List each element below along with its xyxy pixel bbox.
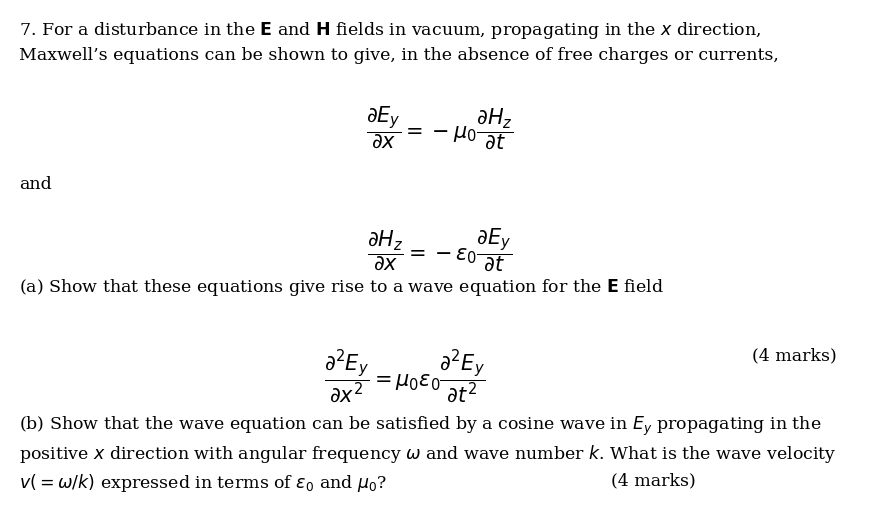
Text: $\dfrac{\partial E_y}{\partial x} = -\mu_0 \dfrac{\partial H_z}{\partial t}$: $\dfrac{\partial E_y}{\partial x} = -\mu… <box>365 104 513 152</box>
Text: (a) Show that these equations give rise to a wave equation for the $\mathbf{E}$ : (a) Show that these equations give rise … <box>19 277 664 298</box>
Text: $\dfrac{\partial^2 E_y}{\partial x^2} = \mu_0\epsilon_0 \dfrac{\partial^2 E_y}{\: $\dfrac{\partial^2 E_y}{\partial x^2} = … <box>323 349 485 406</box>
Text: (b) Show that the wave equation can be satisfied by a cosine wave in $E_y$ propa: (b) Show that the wave equation can be s… <box>19 415 821 438</box>
Text: $v(= \omega/k)$ expressed in terms of $\epsilon_0$ and $\mu_0$?: $v(= \omega/k)$ expressed in terms of $\… <box>19 472 387 494</box>
Text: 7. For a disturbance in the $\mathbf{E}$ and $\mathbf{H}$ fields in vacuum, prop: 7. For a disturbance in the $\mathbf{E}$… <box>19 20 760 41</box>
Text: (4 marks): (4 marks) <box>610 472 694 489</box>
Text: Maxwell’s equations can be shown to give, in the absence of free charges or curr: Maxwell’s equations can be shown to give… <box>19 47 778 64</box>
Text: $\dfrac{\partial H_z}{\partial x} = -\epsilon_0 \dfrac{\partial E_y}{\partial t}: $\dfrac{\partial H_z}{\partial x} = -\ep… <box>367 227 511 274</box>
Text: positive $x$ direction with angular frequency $\omega$ and wave number $k$. What: positive $x$ direction with angular freq… <box>19 443 836 465</box>
Text: and: and <box>19 176 52 192</box>
Text: (4 marks): (4 marks) <box>751 348 835 365</box>
